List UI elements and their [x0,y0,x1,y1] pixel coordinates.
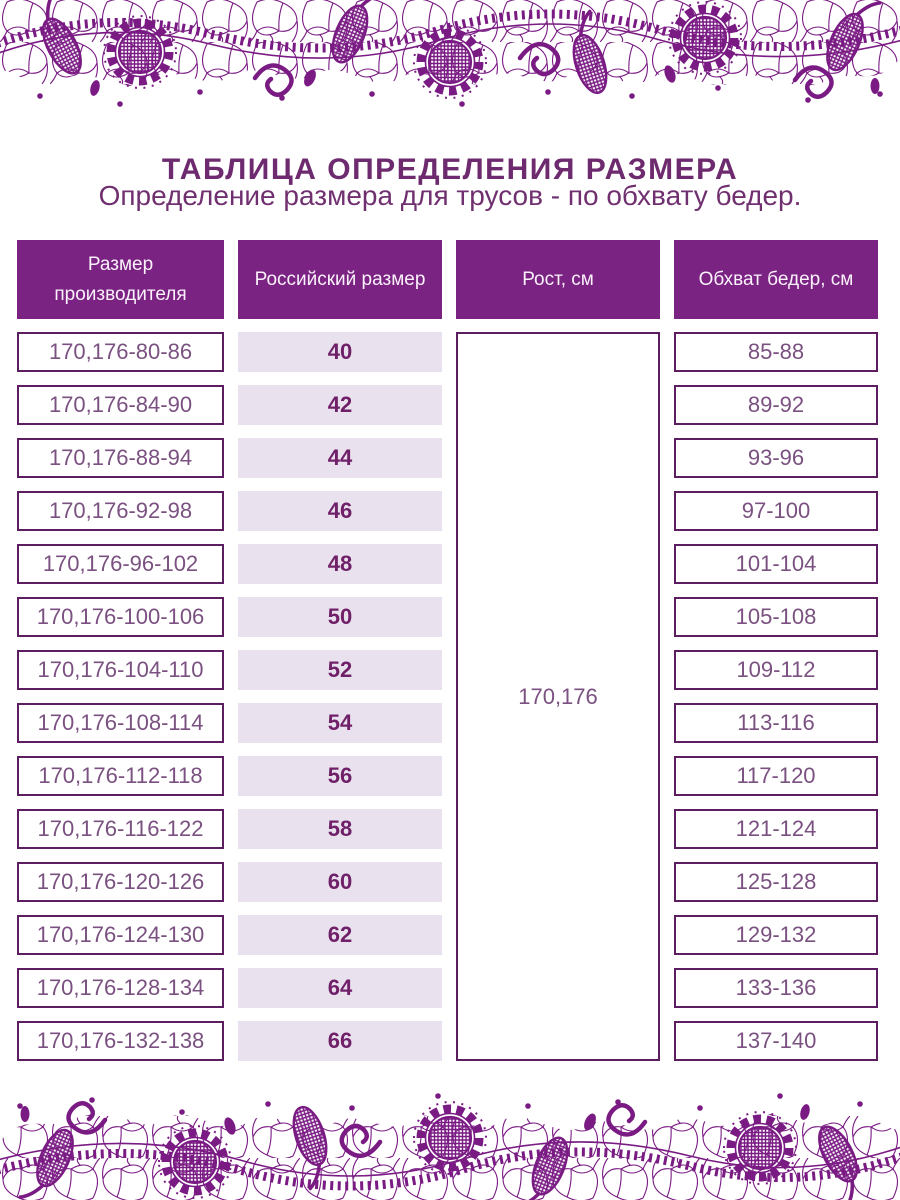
russian-size-cell: 56 [238,756,442,796]
lace-pattern-icon [0,0,900,115]
russian-size-cell: 60 [238,862,442,902]
page-title: ТАБЛИЦА ОПРЕДЕЛЕНИЯ РАЗМЕРА [161,153,739,187]
manufacturer-size-cell: 170,176-132-138 [17,1021,224,1061]
hips-range-cell: 93-96 [674,438,878,478]
size-table: Размер производителя 170,176-80-86 170,17… [17,240,878,1061]
hips-range-cell: 117-120 [674,756,878,796]
column-russian-body: 40 42 44 46 48 50 52 54 56 58 60 62 64 66 [238,332,442,1061]
hips-range-cell: 121-124 [674,809,878,849]
lace-ornament-top [0,0,900,115]
manufacturer-size-cell: 170,176-100-106 [17,597,224,637]
manufacturer-size-cell: 170,176-112-118 [17,756,224,796]
hips-range-cell: 125-128 [674,862,878,902]
column-manufacturer: Размер производителя 170,176-80-86 170,17… [17,240,224,1061]
column-hips: Обхват бедер, см 85-88 89-92 93-96 97-100 10… [674,240,878,1061]
header-russian-size: Российский размер [238,240,442,319]
hips-range-cell: 113-116 [674,703,878,743]
russian-size-cell: 48 [238,544,442,584]
manufacturer-size-cell: 170,176-108-114 [17,703,224,743]
russian-size-cell: 42 [238,385,442,425]
russian-size-cell: 46 [238,491,442,531]
column-height: Рост, см 170,176 [456,240,660,1061]
manufacturer-size-cell: 170,176-120-126 [17,862,224,902]
russian-size-cell: 62 [238,915,442,955]
manufacturer-size-cell: 170,176-104-110 [17,650,224,690]
header-manufacturer-size: Размер производителя [17,240,224,319]
manufacturer-size-cell: 170,176-92-98 [17,491,224,531]
hips-range-cell: 137-140 [674,1021,878,1061]
manufacturer-size-cell: 170,176-96-102 [17,544,224,584]
manufacturer-size-cell: 170,176-88-94 [17,438,224,478]
hips-range-cell: 97-100 [674,491,878,531]
hips-range-cell: 133-136 [674,968,878,1008]
hips-range-cell: 85-88 [674,332,878,372]
hips-range-cell: 89-92 [674,385,878,425]
manufacturer-size-cell: 170,176-116-122 [17,809,224,849]
lace-ornament-bottom [0,1085,900,1200]
russian-size-cell: 52 [238,650,442,690]
column-hips-body: 85-88 89-92 93-96 97-100 101-104 105-108 109-1… [674,332,878,1061]
manufacturer-size-cell: 170,176-128-134 [17,968,224,1008]
russian-size-cell: 66 [238,1021,442,1061]
page-subtitle: Определение размера для трусов - по обхв… [98,180,802,211]
manufacturer-size-cell: 170,176-84-90 [17,385,224,425]
russian-size-cell: 44 [238,438,442,478]
russian-size-cell: 50 [238,597,442,637]
hips-range-cell: 129-132 [674,915,878,955]
header-height-cm: Рост, см [456,240,660,319]
russian-size-cell: 54 [238,703,442,743]
manufacturer-size-cell: 170,176-124-130 [17,915,224,955]
manufacturer-size-cell: 170,176-80-86 [17,332,224,372]
lace-pattern-icon [0,1085,900,1200]
header-hips-cm: Обхват бедер, см [674,240,878,319]
hips-range-cell: 109-112 [674,650,878,690]
russian-size-cell: 64 [238,968,442,1008]
russian-size-cell: 40 [238,332,442,372]
hips-range-cell: 105-108 [674,597,878,637]
column-manufacturer-body: 170,176-80-86 170,176-84-90 170,176-88-94 1… [17,332,224,1061]
height-merged-cell: 170,176 [456,332,660,1061]
hips-range-cell: 101-104 [674,544,878,584]
column-russian: Российский размер 40 42 44 46 48 50 52 54 56 58 60… [238,240,442,1061]
russian-size-cell: 58 [238,809,442,849]
